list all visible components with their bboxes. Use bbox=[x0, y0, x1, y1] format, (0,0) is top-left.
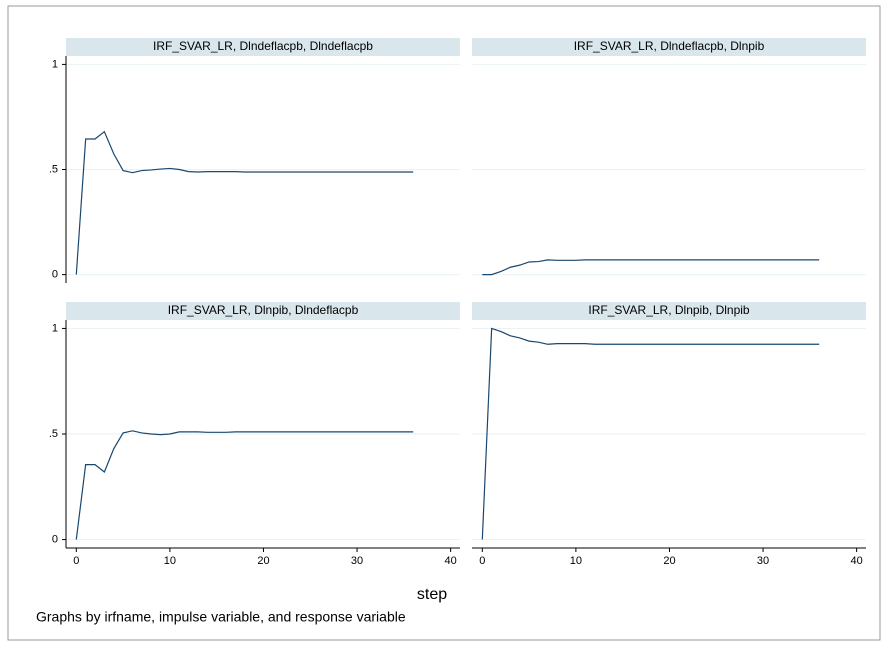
x-tick-label: 20 bbox=[663, 555, 675, 567]
line bbox=[75, 130, 414, 275]
panel-title: IRF_SVAR_LR, Dlndeflacpb, Dlnpib bbox=[574, 39, 765, 53]
panel-header bbox=[472, 302, 866, 320]
y-tick-label: 0 bbox=[52, 268, 58, 280]
x-tick-label: 40 bbox=[445, 555, 457, 567]
line bbox=[75, 430, 414, 540]
x-tick-label: 0 bbox=[73, 555, 79, 567]
y-tick-label: .5 bbox=[49, 428, 58, 440]
y-tick-label: 0 bbox=[52, 533, 58, 545]
x-tick-label: 10 bbox=[570, 555, 582, 567]
panel-title: IRF_SVAR_LR, Dlnpib, Dlnpib bbox=[588, 303, 750, 317]
panel-header bbox=[66, 38, 460, 56]
panel-header bbox=[472, 38, 866, 56]
x-tick-label: 40 bbox=[851, 555, 863, 567]
x-tick-label: 20 bbox=[257, 555, 269, 567]
panel-title: IRF_SVAR_LR, Dlndeflacpb, Dlndeflacpb bbox=[153, 39, 373, 53]
line bbox=[482, 259, 820, 276]
y-tick-label: 1 bbox=[52, 58, 58, 70]
note: Graphs by irfname, impulse variable, and… bbox=[36, 609, 406, 625]
line bbox=[481, 327, 820, 540]
x-tick-label: 30 bbox=[757, 555, 769, 567]
panel-header bbox=[66, 302, 460, 320]
panel-title: IRF_SVAR_LR, Dlnpib, Dlndeflacpb bbox=[168, 303, 359, 317]
x-tick-label: 30 bbox=[351, 555, 363, 567]
y-tick-label: .5 bbox=[49, 163, 58, 175]
x-tick-label: 10 bbox=[164, 555, 176, 567]
x-tick-label: 0 bbox=[479, 555, 485, 567]
x-axis-label: step bbox=[417, 586, 447, 603]
y-tick-label: 1 bbox=[52, 322, 58, 334]
